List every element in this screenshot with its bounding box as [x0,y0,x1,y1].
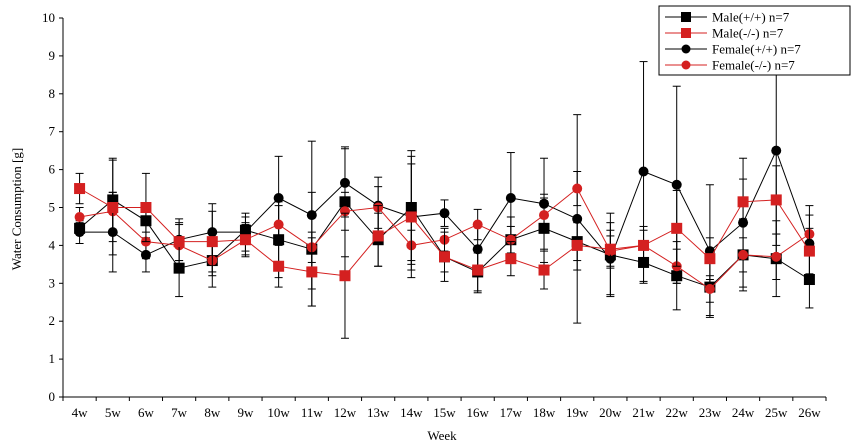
data-point [505,193,516,204]
legend-marker [681,44,691,54]
x-tick-label: 13w [367,405,390,420]
x-tick-label: 14w [400,405,423,420]
y-tick-label: 7 [49,124,56,139]
legend-label: Male(+/+) n=7 [712,10,790,25]
data-point [638,239,650,251]
y-tick-label: 9 [49,48,56,63]
data-point [439,208,450,219]
x-tick-label: 21w [632,405,655,420]
data-point [273,193,284,204]
x-tick-label: 25w [765,405,788,420]
x-tick-label: 16w [466,405,489,420]
data-point [538,264,550,276]
x-tick-label: 11w [301,405,324,420]
x-axis-title: Week [427,428,457,443]
data-point [604,243,616,255]
y-tick-label: 2 [49,313,56,328]
x-tick-label: 6w [138,405,155,420]
x-tick-label: 5w [105,405,122,420]
y-tick-label: 0 [49,389,56,404]
data-point [671,179,682,190]
x-tick-label: 17w [500,405,523,420]
x-tick-label: 22w [666,405,689,420]
legend-marker [681,12,691,22]
data-point [239,234,251,246]
data-point [405,211,417,223]
data-point [206,236,218,248]
data-point [74,222,86,234]
y-tick-label: 1 [49,351,56,366]
x-tick-label: 4w [72,405,89,420]
data-point [572,183,583,194]
legend-entry: Male(+/+) n=7 [665,10,790,25]
x-tick-label: 23w [699,405,722,420]
data-point [273,219,284,230]
data-point [771,251,782,262]
data-point [505,253,517,265]
data-point [704,253,716,265]
data-point [803,245,815,257]
data-point [572,213,583,224]
data-point [770,194,782,206]
data-point [472,264,484,276]
x-tick-label: 24w [732,405,755,420]
x-tick-label: 26w [798,405,821,420]
x-tick-label: 19w [566,405,589,420]
legend-label: Male(-/-) n=7 [712,26,784,41]
legend-marker [681,60,691,70]
x-tick-label: 12w [334,405,357,420]
y-tick-label: 6 [49,162,56,177]
y-tick-label: 3 [49,275,56,290]
data-point [372,230,384,242]
data-point [74,211,85,222]
data-point [803,274,815,286]
data-point [306,266,318,278]
legend-marker [681,28,691,38]
data-point [173,236,185,248]
data-point [439,251,450,263]
data-point [339,206,350,217]
y-tick-label: 4 [49,237,56,252]
x-axis-ticks: 4w 5w 6w 7w 8w 9w 10w 11w 12w 13w 14w 15w 16w 17w 18w 1… [62,397,827,420]
x-tick-label: 15w [433,405,456,420]
data-point [339,270,351,282]
legend-label: Female(+/+) n=7 [712,42,801,57]
data-point [638,166,649,177]
data-point [74,183,86,195]
x-tick-label: 10w [267,405,290,420]
data-point [539,210,550,221]
y-tick-label: 5 [49,200,56,215]
data-point [505,234,516,245]
data-point [771,145,782,156]
legend-entry: Female(-/-) n=7 [665,58,795,73]
legend-entry: Male(-/-) n=7 [665,26,784,41]
data-point [107,202,119,213]
data-point [273,260,285,272]
x-tick-label: 20w [599,405,622,420]
x-tick-label: 8w [204,405,221,420]
y-axis-title: Water Consumption [g] [9,148,24,270]
x-tick-label: 18w [533,405,556,420]
data-point [140,202,152,213]
y-tick-label: 8 [49,86,56,101]
x-tick-label: 9w [238,405,255,420]
data-point [571,239,583,251]
data-point [738,249,749,260]
plot-area [74,55,815,339]
series-2 [74,55,815,324]
data-point [671,222,683,234]
legend-label: Female(-/-) n=7 [712,58,795,73]
series-1 [74,155,815,339]
y-axis-ticks: 0 1 2 3 4 5 6 7 8 9 10 [42,10,63,404]
data-point [737,196,749,208]
legend-entry: Female(+/+) n=7 [665,42,801,57]
data-point [472,219,483,230]
y-tick-label: 10 [42,10,55,25]
data-point [173,262,185,274]
x-tick-label: 7w [171,405,188,420]
data-point [704,283,715,294]
